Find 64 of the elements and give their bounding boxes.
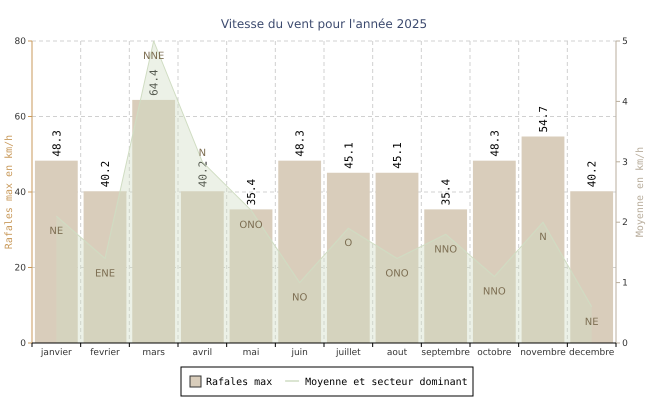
bar <box>230 209 272 343</box>
y-axis-title: Rafales max en km/h <box>4 134 15 250</box>
x-tick-label: avril <box>192 348 212 358</box>
y2-tick-label: 4 <box>622 97 628 108</box>
bar <box>326 172 370 343</box>
y2-axis-title: Moyenne en km/h <box>635 146 646 238</box>
bar <box>376 172 418 343</box>
data-label: 40.2 <box>99 160 112 188</box>
x-tick-label: mars <box>142 348 166 358</box>
x-tick-label: novembre <box>520 348 566 358</box>
bar <box>278 160 322 343</box>
data-label: ENE <box>94 268 116 280</box>
x-tick-label: mai <box>242 348 260 358</box>
bar <box>180 191 224 343</box>
y-tick-label: 60 <box>14 112 26 122</box>
bar <box>34 160 78 343</box>
data-label: 40.2 <box>196 160 210 188</box>
chart-title: Vitesse du vent pour l'année 2025 <box>220 17 428 31</box>
data-label: 64.4 <box>148 69 161 96</box>
data-label: N <box>539 232 547 244</box>
x-tick-label: janvier <box>40 348 72 358</box>
data-label: 35.4 <box>245 178 258 206</box>
data-label: NO <box>292 292 308 304</box>
data-label: NE <box>584 316 599 328</box>
data-label: O <box>344 238 352 250</box>
bar <box>570 191 614 343</box>
x-tick-label: aout <box>386 348 408 358</box>
data-label: 48.3 <box>294 130 307 157</box>
data-label: N <box>198 148 206 159</box>
bar <box>472 160 516 343</box>
bar <box>522 136 564 343</box>
legend-label: Rafales max <box>206 377 272 388</box>
data-label: 45.1 <box>342 142 356 169</box>
data-label: NE <box>49 226 64 238</box>
data-label: 45.1 <box>391 142 404 169</box>
x-tick-label: septembre <box>421 348 470 358</box>
y2-tick-label: 2 <box>622 218 628 228</box>
data-label: ONO <box>385 268 409 280</box>
bar <box>132 100 176 343</box>
x-tick-label: juin <box>290 348 308 358</box>
x-tick-label: fevrier <box>90 348 120 358</box>
y2-tick-label: 0 <box>622 339 628 349</box>
data-label: 54.7 <box>537 106 550 133</box>
data-label: ONO <box>239 220 263 232</box>
y-tick-label: 20 <box>14 264 26 274</box>
data-label: NNE <box>143 51 164 62</box>
x-tick-label: octobre <box>477 348 512 358</box>
x-tick-label: decembre <box>569 348 615 358</box>
bar <box>84 191 126 343</box>
data-label: 35.4 <box>440 178 453 206</box>
y-tick-label: 0 <box>20 339 26 349</box>
data-label: 48.3 <box>50 130 64 157</box>
x-tick-label: juillet <box>334 348 362 358</box>
y2-tick-label: 1 <box>622 278 628 289</box>
y2-tick-label: 3 <box>622 158 628 168</box>
data-label: NNO <box>434 244 458 256</box>
data-label: NNO <box>482 286 506 298</box>
data-label: 48.3 <box>488 130 502 157</box>
data-label: 40.2 <box>586 160 599 188</box>
bar <box>424 209 468 343</box>
y-tick-label: 40 <box>14 188 26 198</box>
y-tick-label: 80 <box>14 37 26 47</box>
y2-tick-label: 5 <box>622 37 628 47</box>
legend-label: Moyenne et secteur dominant <box>305 377 468 388</box>
